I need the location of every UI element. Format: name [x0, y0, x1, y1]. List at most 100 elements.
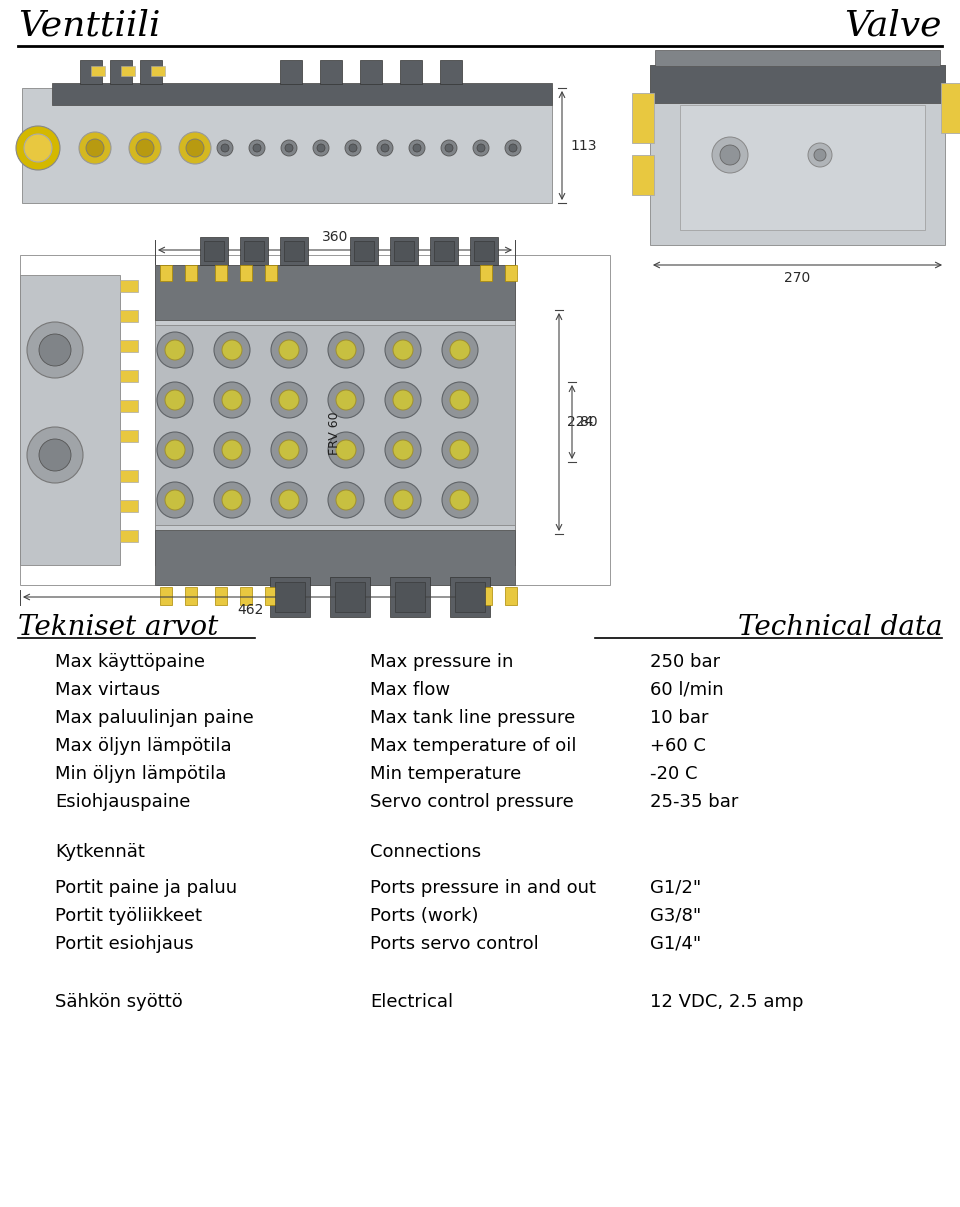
Circle shape — [157, 432, 193, 468]
Circle shape — [505, 140, 521, 156]
Text: G1/2": G1/2" — [650, 879, 701, 897]
Circle shape — [39, 439, 71, 471]
Circle shape — [336, 390, 356, 410]
Text: Connections: Connections — [370, 842, 481, 861]
Bar — [330, 577, 370, 617]
Bar — [650, 65, 945, 103]
Bar — [470, 237, 498, 266]
Bar — [160, 587, 172, 605]
Circle shape — [214, 482, 250, 518]
Circle shape — [214, 332, 250, 368]
Bar — [151, 66, 165, 76]
Bar — [91, 66, 105, 76]
Bar — [275, 582, 305, 612]
Bar — [185, 587, 197, 605]
Circle shape — [377, 140, 393, 156]
Circle shape — [279, 441, 299, 460]
Circle shape — [179, 132, 211, 164]
Circle shape — [157, 332, 193, 368]
Bar — [110, 60, 132, 84]
Circle shape — [279, 390, 299, 410]
Circle shape — [445, 144, 453, 152]
Bar — [120, 371, 138, 381]
Circle shape — [157, 482, 193, 518]
Bar — [120, 310, 138, 322]
Text: Max pressure in: Max pressure in — [370, 653, 514, 671]
Text: Max temperature of oil: Max temperature of oil — [370, 737, 577, 756]
Bar — [350, 237, 378, 266]
Circle shape — [249, 140, 265, 156]
Text: Min temperature: Min temperature — [370, 765, 521, 783]
Text: 60 l/min: 60 l/min — [650, 681, 724, 699]
Circle shape — [186, 139, 204, 157]
Text: 10 bar: 10 bar — [650, 709, 708, 727]
Circle shape — [509, 144, 517, 152]
Text: 25-35 bar: 25-35 bar — [650, 793, 738, 811]
Text: Portit paine ja paluu: Portit paine ja paluu — [55, 879, 237, 897]
Text: 270: 270 — [784, 272, 810, 285]
Circle shape — [279, 340, 299, 360]
Circle shape — [712, 138, 748, 173]
Bar — [941, 83, 960, 133]
Circle shape — [385, 332, 421, 368]
Circle shape — [222, 390, 242, 410]
Bar — [505, 587, 517, 605]
Text: 462: 462 — [238, 604, 264, 617]
Bar — [155, 266, 515, 320]
Circle shape — [393, 390, 413, 410]
Circle shape — [271, 432, 307, 468]
Circle shape — [442, 381, 478, 418]
Circle shape — [39, 334, 71, 366]
Text: Technical data: Technical data — [737, 614, 942, 641]
Circle shape — [720, 145, 740, 165]
Circle shape — [336, 441, 356, 460]
Text: Venttiili: Venttiili — [18, 8, 160, 42]
Bar — [20, 255, 610, 585]
Bar — [360, 60, 382, 84]
Circle shape — [450, 340, 470, 360]
Text: 113: 113 — [570, 139, 596, 152]
Circle shape — [86, 139, 104, 157]
Text: 80: 80 — [580, 415, 598, 428]
Bar — [270, 577, 310, 617]
Text: Ports servo control: Ports servo control — [370, 935, 539, 954]
Bar — [240, 237, 268, 266]
Circle shape — [24, 134, 52, 162]
Circle shape — [442, 432, 478, 468]
Text: Portit työliikkeet: Portit työliikkeet — [55, 906, 202, 925]
Text: Ports (work): Ports (work) — [370, 906, 478, 925]
Bar — [450, 577, 490, 617]
Text: Kytkennät: Kytkennät — [55, 842, 145, 861]
Circle shape — [27, 427, 83, 483]
Circle shape — [129, 132, 161, 164]
Bar — [240, 587, 252, 605]
Bar — [265, 587, 277, 605]
Circle shape — [157, 381, 193, 418]
Bar — [320, 60, 342, 84]
Bar — [650, 65, 945, 245]
Text: Max flow: Max flow — [370, 681, 450, 699]
Circle shape — [222, 490, 242, 511]
Bar — [155, 325, 515, 525]
Text: Max öljyn lämpötila: Max öljyn lämpötila — [55, 737, 231, 756]
Text: Tekniset arvot: Tekniset arvot — [18, 614, 218, 641]
Bar — [280, 60, 302, 84]
Bar — [335, 582, 365, 612]
Circle shape — [279, 490, 299, 511]
Circle shape — [328, 332, 364, 368]
Circle shape — [165, 340, 185, 360]
Circle shape — [385, 381, 421, 418]
Circle shape — [393, 441, 413, 460]
Circle shape — [16, 126, 60, 170]
Circle shape — [328, 432, 364, 468]
Circle shape — [385, 482, 421, 518]
Circle shape — [393, 340, 413, 360]
Bar — [20, 275, 120, 565]
Bar — [265, 266, 277, 281]
Circle shape — [271, 482, 307, 518]
Bar — [155, 266, 515, 565]
Circle shape — [381, 144, 389, 152]
Circle shape — [336, 340, 356, 360]
Circle shape — [409, 140, 425, 156]
Bar — [480, 266, 492, 281]
